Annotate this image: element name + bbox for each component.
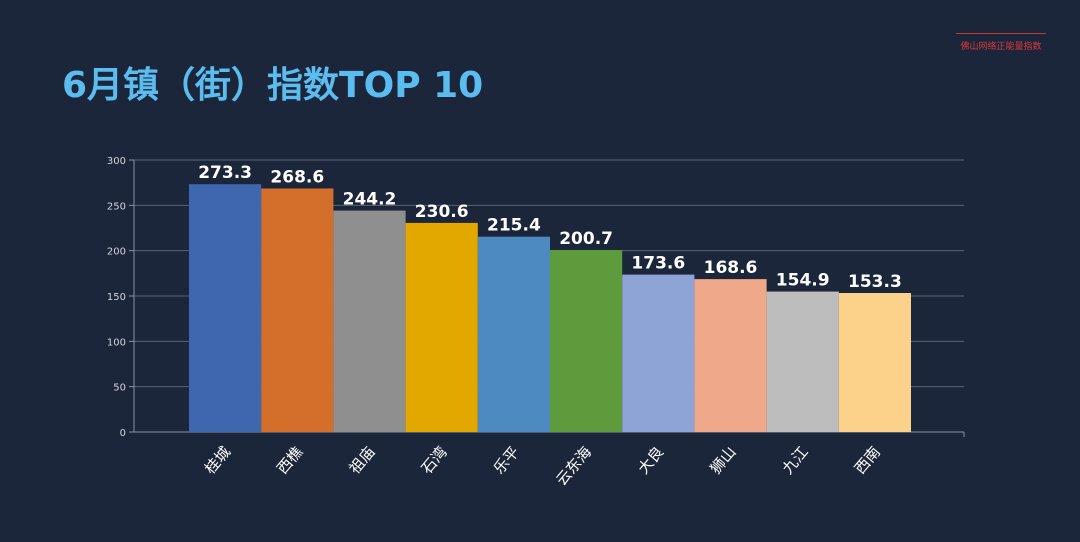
- y-tick-label: 50: [113, 383, 126, 394]
- y-tick-label: 0: [120, 428, 126, 439]
- data-label: 154.9: [776, 271, 830, 291]
- bar-乐平: [477, 236, 550, 432]
- data-label: 273.3: [198, 163, 252, 183]
- data-label: 168.6: [704, 258, 758, 278]
- data-label: 230.6: [415, 202, 469, 222]
- page-title: 6月镇（街）指数TOP 10: [62, 65, 484, 106]
- x-tick-label: 桂城: [201, 443, 234, 478]
- x-tick-label: 大良: [634, 443, 667, 478]
- y-tick-label: 100: [107, 337, 126, 348]
- x-tick-label: 乐平: [490, 443, 523, 478]
- bar-狮山: [694, 279, 767, 432]
- bar-石湾: [405, 222, 478, 432]
- y-tick-label: 300: [107, 156, 126, 167]
- bar-西樵: [261, 188, 334, 432]
- data-label: 173.6: [631, 254, 685, 274]
- bar-大良: [622, 274, 695, 432]
- data-label: 244.2: [343, 190, 397, 210]
- x-tick-label: 石湾: [418, 443, 451, 478]
- x-tick-label: 西樵: [273, 443, 306, 478]
- x-tick-label: 西南: [851, 443, 884, 478]
- x-tick-label: 云东海: [552, 443, 595, 489]
- x-tick-label: 狮山: [706, 443, 739, 478]
- bar-西南: [838, 293, 911, 432]
- bar-桂城: [189, 184, 262, 432]
- bar-祖庙: [333, 210, 406, 432]
- bar-九江: [766, 291, 839, 432]
- data-label: 200.7: [559, 229, 613, 249]
- bar-云东海: [550, 250, 623, 432]
- y-tick-label: 250: [107, 201, 126, 212]
- brand-watermark: 佛山网络正能量指数: [956, 33, 1046, 52]
- data-label: 153.3: [848, 272, 902, 292]
- y-tick-label: 150: [107, 292, 126, 303]
- data-label: 268.6: [270, 167, 324, 187]
- data-label: 215.4: [487, 216, 541, 236]
- x-tick-label: 九江: [779, 443, 812, 478]
- x-tick-label: 祖庙: [345, 443, 378, 478]
- y-tick-label: 200: [107, 247, 126, 258]
